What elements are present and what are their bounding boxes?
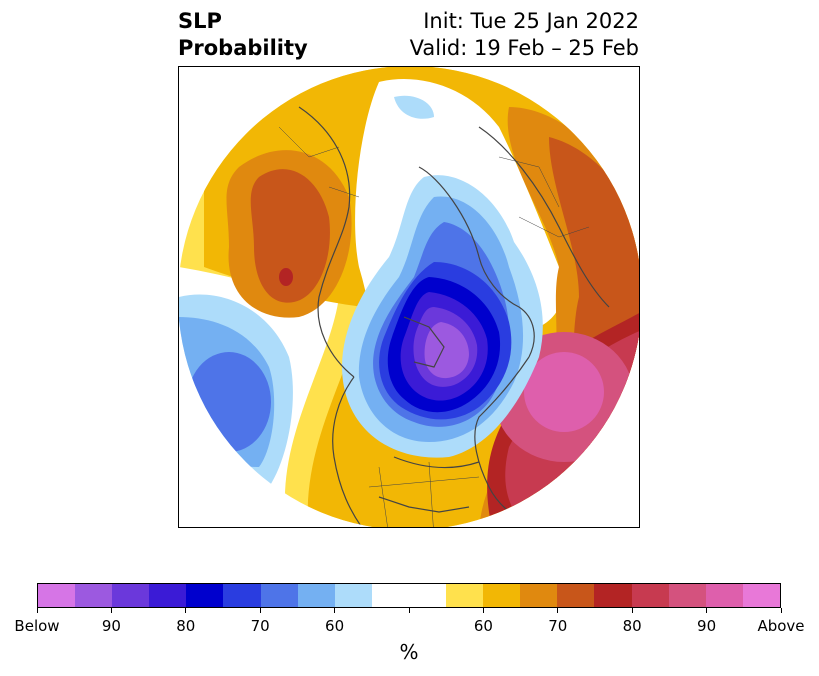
init-date: Init: Tue 25 Jan 2022 bbox=[423, 9, 639, 33]
colorbar bbox=[37, 583, 781, 608]
colorbar-tick bbox=[780, 608, 782, 613]
colorbar-segment bbox=[520, 584, 558, 607]
colorbar-segment bbox=[75, 584, 113, 607]
colorbar-tick-label: 80 bbox=[622, 617, 642, 635]
colorbar-tick bbox=[334, 608, 336, 613]
colorbar-segment bbox=[149, 584, 187, 607]
colorbar-tick bbox=[36, 608, 38, 613]
valid-date-range: Valid: 19 Feb – 25 Feb bbox=[409, 36, 639, 60]
colorbar-tick-label: 60 bbox=[325, 617, 345, 635]
above-red-pacific bbox=[279, 268, 293, 286]
probability-map bbox=[178, 66, 640, 528]
colorbar-segment bbox=[594, 584, 632, 607]
colorbar-tick bbox=[482, 608, 484, 613]
colorbar-tick-label: 80 bbox=[176, 617, 196, 635]
title-line-1: SLP bbox=[178, 9, 222, 33]
colorbar-segment bbox=[112, 584, 150, 607]
colorbar-segment bbox=[186, 584, 224, 607]
colorbar-segment bbox=[705, 584, 743, 607]
colorbar-tick-label: 60 bbox=[473, 617, 493, 635]
below-lightblue-arctic-top bbox=[394, 95, 434, 119]
colorbar-segment bbox=[742, 584, 780, 607]
colorbar-tick bbox=[259, 608, 261, 613]
colorbar-tick-label: 90 bbox=[697, 617, 717, 635]
colorbar-segment bbox=[446, 584, 484, 607]
probability-field bbox=[179, 67, 639, 527]
above-magenta-atlantic bbox=[524, 352, 604, 432]
colorbar-tick-label: 70 bbox=[250, 617, 270, 635]
map-title: SLP Probability bbox=[178, 8, 308, 62]
colorbar-segment bbox=[557, 584, 595, 607]
colorbar-tick-label: Above bbox=[757, 617, 805, 635]
country-borders bbox=[278, 126, 590, 527]
colorbar-tick bbox=[408, 608, 410, 613]
colorbar-segment bbox=[631, 584, 669, 607]
date-info: Init: Tue 25 Jan 2022 Valid: 19 Feb – 25… bbox=[410, 8, 639, 62]
colorbar-segment bbox=[334, 584, 372, 607]
colorbar-segment bbox=[260, 584, 298, 607]
colorbar-segment bbox=[223, 584, 261, 607]
below-blue-asia bbox=[187, 352, 271, 452]
colorbar-tick-label: Below bbox=[14, 617, 60, 635]
colorbar-tick-label: 70 bbox=[548, 617, 568, 635]
colorbar-tick bbox=[706, 608, 708, 613]
map-canvas bbox=[179, 67, 639, 527]
colorbar-tick bbox=[110, 608, 112, 613]
colorbar-segment bbox=[483, 584, 521, 607]
colorbar-tick-label: 90 bbox=[101, 617, 121, 635]
colorbar-segment bbox=[408, 584, 447, 607]
colorbar-segment bbox=[371, 584, 409, 607]
colorbar-unit-label: % bbox=[399, 640, 419, 664]
title-line-2: Probability bbox=[178, 36, 308, 60]
colorbar-tick bbox=[557, 608, 559, 613]
colorbar-segment bbox=[297, 584, 335, 607]
above-darkorange-pacific bbox=[250, 169, 330, 303]
colorbar-tick bbox=[185, 608, 187, 613]
colorbar-segment bbox=[668, 584, 706, 607]
colorbar-tick bbox=[631, 608, 633, 613]
colorbar-segment bbox=[38, 584, 76, 607]
